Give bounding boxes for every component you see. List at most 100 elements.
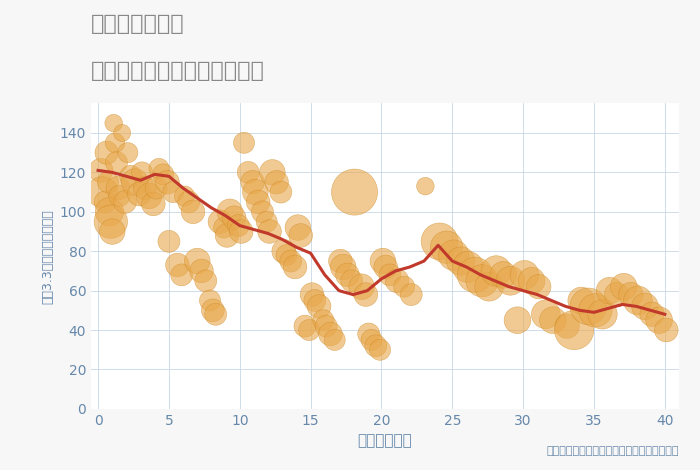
Point — [109, 139, 120, 147]
Point — [253, 198, 264, 206]
Point — [243, 169, 254, 176]
Point — [366, 336, 377, 344]
Point — [261, 218, 272, 226]
Point — [639, 303, 650, 310]
Point — [233, 222, 244, 229]
Point — [111, 159, 122, 166]
Point — [136, 169, 148, 176]
Point — [484, 283, 495, 290]
Text: 京都府西向日駅: 京都府西向日駅 — [91, 14, 185, 34]
Text: 築年数別中古マンション価格: 築年数別中古マンション価格 — [91, 61, 265, 81]
Point — [228, 214, 239, 221]
Point — [153, 164, 164, 172]
Point — [491, 267, 502, 274]
Point — [101, 149, 112, 157]
Point — [434, 238, 445, 245]
Point — [346, 277, 357, 284]
Point — [257, 208, 268, 216]
Point — [329, 336, 340, 344]
Point — [144, 192, 155, 200]
Point — [360, 291, 372, 298]
Point — [309, 297, 321, 304]
Point — [113, 192, 125, 200]
Point — [139, 184, 150, 192]
Point — [99, 198, 111, 206]
Point — [122, 149, 134, 157]
Point — [236, 228, 247, 235]
Point — [95, 167, 106, 174]
Point — [398, 283, 409, 290]
Point — [597, 311, 608, 318]
Point — [654, 316, 665, 324]
Point — [188, 208, 199, 216]
Point — [661, 326, 672, 334]
Point — [420, 182, 431, 190]
Point — [526, 277, 537, 284]
Y-axis label: 坪（3.3㎡）単価（万円）: 坪（3.3㎡）単価（万円） — [41, 209, 54, 304]
Point — [304, 326, 315, 334]
Point — [125, 172, 136, 180]
Point — [162, 179, 173, 186]
Point — [462, 263, 473, 271]
Point — [200, 277, 211, 284]
Point — [97, 188, 108, 196]
Point — [377, 257, 388, 265]
Point — [477, 277, 488, 284]
Point — [380, 263, 391, 271]
Point — [104, 208, 115, 216]
Point — [172, 261, 183, 269]
Point — [285, 257, 296, 265]
Point — [120, 198, 131, 206]
Point — [117, 129, 128, 137]
Point — [250, 188, 261, 196]
Point — [647, 311, 658, 318]
Point — [167, 188, 178, 196]
Point — [264, 228, 275, 235]
Point — [281, 251, 292, 259]
Point — [349, 188, 360, 196]
Point — [604, 287, 615, 294]
Point — [321, 322, 332, 330]
Point — [356, 283, 368, 290]
Point — [108, 119, 119, 127]
Text: 円の大きさは、取引のあった物件面積を示す: 円の大きさは、取引のあった物件面積を示す — [547, 446, 679, 455]
Point — [192, 257, 203, 265]
Point — [176, 271, 188, 279]
Point — [300, 322, 311, 330]
Point — [183, 198, 195, 206]
Point — [210, 311, 221, 318]
Point — [163, 238, 174, 245]
Point — [512, 316, 523, 324]
Point — [337, 263, 349, 271]
Point — [335, 257, 346, 265]
Point — [196, 267, 207, 274]
Point — [295, 232, 307, 239]
Point — [179, 192, 190, 200]
Point — [247, 179, 258, 186]
Point — [448, 251, 459, 259]
Point — [370, 342, 382, 350]
Point — [505, 277, 516, 284]
Point — [148, 200, 159, 208]
Point — [455, 257, 466, 265]
Point — [547, 316, 559, 324]
Point — [540, 311, 552, 318]
Point — [293, 224, 304, 231]
Point — [267, 169, 278, 176]
Point — [102, 179, 113, 186]
Point — [575, 297, 587, 304]
Point — [112, 184, 123, 192]
Point — [533, 283, 545, 290]
Point — [625, 291, 636, 298]
Point — [239, 139, 250, 147]
Point — [318, 316, 329, 324]
Point — [221, 232, 232, 239]
Point — [618, 283, 629, 290]
Point — [218, 224, 230, 231]
Point — [307, 291, 318, 298]
Point — [405, 291, 416, 298]
Point — [325, 330, 336, 338]
Point — [441, 243, 452, 251]
Point — [498, 271, 509, 279]
Point — [374, 346, 386, 353]
